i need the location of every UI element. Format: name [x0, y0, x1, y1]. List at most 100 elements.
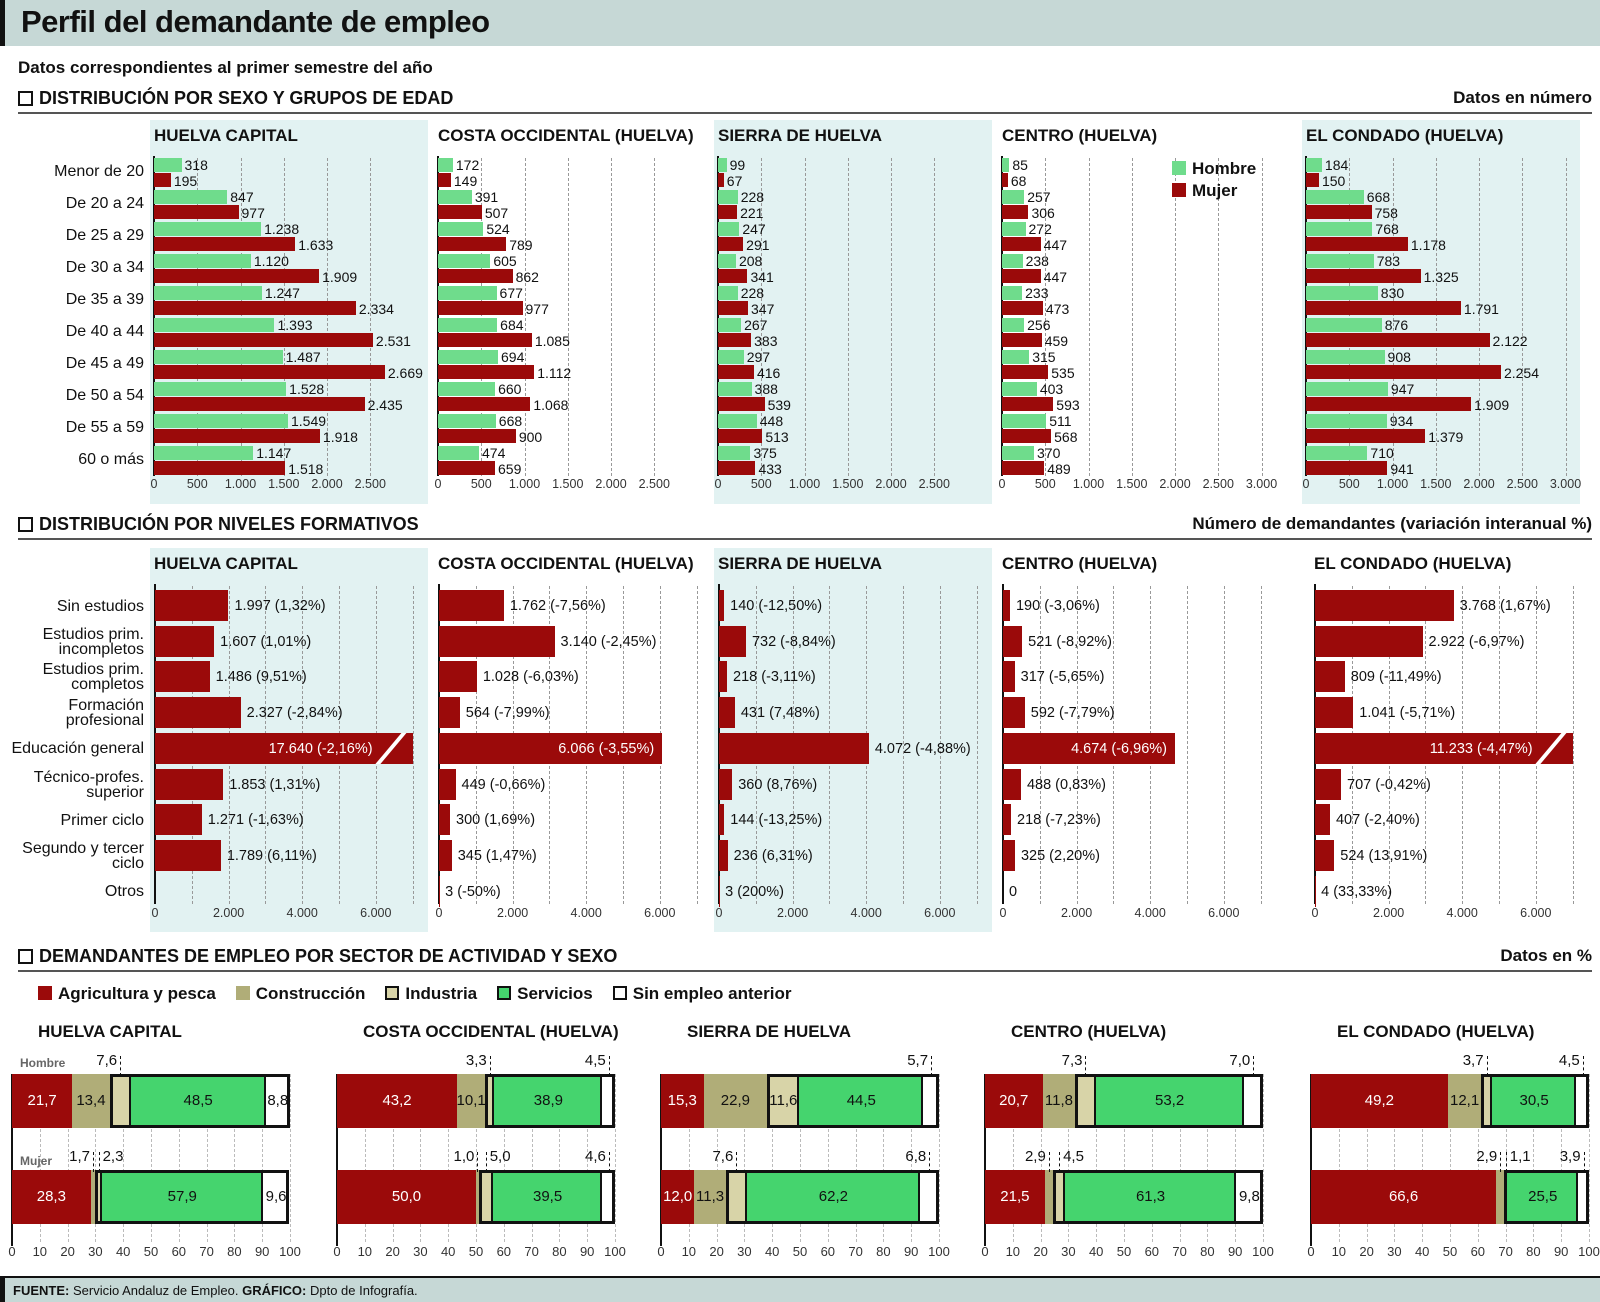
segment-value-label-outside: 1,7 — [69, 1148, 91, 1165]
bar-mujer — [718, 237, 744, 251]
axis-tick-label: 500 — [186, 477, 208, 491]
bar-outline — [1052, 1170, 1263, 1224]
bar-education — [155, 661, 210, 693]
value-label: 17.640 (-2,16%) — [268, 740, 373, 757]
value-label-mujer: 341 — [750, 269, 774, 285]
education-category-label: Sin estudios — [56, 597, 144, 615]
education-category-label: Segundo y tercer ciclo — [22, 839, 144, 872]
axis-tick-label: 1.500 — [1116, 477, 1148, 491]
age-panel: EL CONDADO (HUELVA) 0 500 1.000 1.500 2.000 2.… — [1302, 120, 1581, 504]
bar-segment-construccion — [703, 1074, 768, 1128]
section-header-age: DISTRIBUCIÓN POR SEXO Y GRUPOS DE EDAD D… — [18, 88, 1592, 114]
axis-tick-label: 70 — [524, 1244, 539, 1259]
value-label-hombre: 1.549 — [290, 413, 327, 429]
segment-value-label: 50,0 — [391, 1188, 422, 1205]
bar-segment-servicios — [746, 1170, 920, 1224]
axis-tick-label: 4.000 — [1134, 906, 1166, 920]
bar-hombre — [438, 158, 453, 172]
panel-title: COSTA OCCIDENTAL (HUELVA) — [363, 1022, 619, 1041]
bar-mujer — [1002, 205, 1029, 219]
value-label-hombre: 1.238 — [264, 221, 300, 237]
value-label-hombre: 710 — [1370, 445, 1394, 461]
bar-hombre — [718, 350, 744, 364]
gridline — [911, 1074, 913, 1242]
segment-value-label: 57,9 — [167, 1188, 197, 1205]
bar-mujer — [1002, 301, 1043, 315]
panel-title: SIERRA DE HUELVA — [718, 554, 883, 573]
axis-tick-label: 2.000 — [1372, 906, 1405, 920]
value-label-hombre: 315 — [1032, 349, 1056, 365]
axis-tick-label: 40 — [115, 1244, 131, 1259]
value-label-hombre: 85 — [1012, 157, 1028, 173]
bar-hombre — [1002, 222, 1026, 236]
gridline — [1338, 1074, 1340, 1242]
leader-line — [93, 1152, 95, 1172]
gridline — [1565, 158, 1567, 476]
segment-value-label: 61,3 — [1135, 1188, 1166, 1205]
axis-tick-label: 80 — [876, 1244, 891, 1259]
value-label-hombre: 233 — [1025, 285, 1049, 301]
bar-outline — [1075, 1074, 1263, 1128]
bar-segment-industria — [767, 1074, 800, 1128]
axis-tick-label: 2.000 — [496, 906, 529, 920]
axis-tick-label: 40 — [1088, 1244, 1104, 1259]
axis-tick-label: 40 — [440, 1244, 456, 1259]
segment-value-label-outside: 4,6 — [585, 1148, 606, 1165]
bar-mujer — [1002, 365, 1049, 379]
value-label: 140 (-12,50%) — [730, 598, 823, 614]
education-panel: CENTRO (HUELVA) 0 2.000 4.000 6.000 190 (-3,0… — [998, 548, 1276, 932]
gridline — [420, 1074, 422, 1242]
legend-label: Industria — [405, 984, 478, 1003]
segment-value-label: 20,7 — [999, 1092, 1029, 1109]
bar-education — [439, 590, 504, 621]
bar-mujer — [438, 173, 451, 187]
value-label: 592 (-7,79%) — [1030, 705, 1115, 722]
gridline — [1040, 1074, 1042, 1242]
leader-line — [1486, 1056, 1488, 1076]
bar-education — [1003, 697, 1025, 729]
gridline — [1124, 1074, 1125, 1242]
bar-education — [155, 590, 229, 621]
square-icon — [18, 949, 33, 964]
bar-education — [1315, 590, 1454, 621]
section-header-sector: DEMANDANTES DE EMPLEO POR SECTOR DE ACTI… — [18, 946, 1592, 972]
segment-value-label: 39,5 — [532, 1188, 563, 1205]
gridline — [883, 1074, 885, 1242]
axis-tick-label: 90 — [254, 1244, 270, 1259]
leader-line — [1582, 1056, 1584, 1076]
bar-mujer — [718, 429, 763, 443]
bar-hombre — [154, 222, 262, 236]
bar-segment-agricultura — [985, 1170, 1045, 1224]
value-label-mujer: 977 — [525, 301, 549, 317]
value-label-hombre: 99 — [729, 157, 746, 173]
bar-outline — [95, 1170, 290, 1224]
value-label: 3 (-50%) — [445, 883, 501, 900]
bar-mujer — [1002, 237, 1041, 251]
axis-tick-label: 100 — [1252, 1244, 1274, 1259]
value-label-mujer: 447 — [1043, 269, 1068, 285]
value-label-mujer: 150 — [1321, 173, 1346, 189]
bar-segment-industria — [485, 1074, 495, 1128]
value-label-hombre: 247 — [742, 221, 766, 237]
value-label-hombre: 668 — [498, 413, 523, 429]
axis-tick-label: 2.000 — [875, 477, 907, 491]
gridline — [197, 158, 199, 476]
axis-tick-label: 10 — [32, 1244, 48, 1259]
gridline — [1450, 1074, 1451, 1242]
bar-segment-construccion — [476, 1170, 479, 1224]
segment-value-label: 21,7 — [27, 1092, 57, 1109]
value-label-mujer: 68 — [1010, 173, 1027, 189]
bar-education — [439, 732, 663, 764]
value-label-mujer: 1.085 — [534, 333, 570, 349]
bar-mujer — [718, 333, 752, 347]
axis-tick-label: 70 — [199, 1244, 214, 1259]
age-category-label: De 40 a 44 — [65, 323, 144, 340]
bar-education — [155, 625, 215, 657]
segment-value-label: 11,3 — [696, 1188, 725, 1205]
segment-value-label: 9,6 — [265, 1188, 287, 1205]
gridline — [503, 1074, 505, 1242]
value-label-mujer: 291 — [746, 237, 770, 253]
value-label: 360 (8,76%) — [738, 776, 818, 793]
leader-line — [1253, 1056, 1255, 1076]
segment-value-label: 62,2 — [818, 1188, 848, 1205]
